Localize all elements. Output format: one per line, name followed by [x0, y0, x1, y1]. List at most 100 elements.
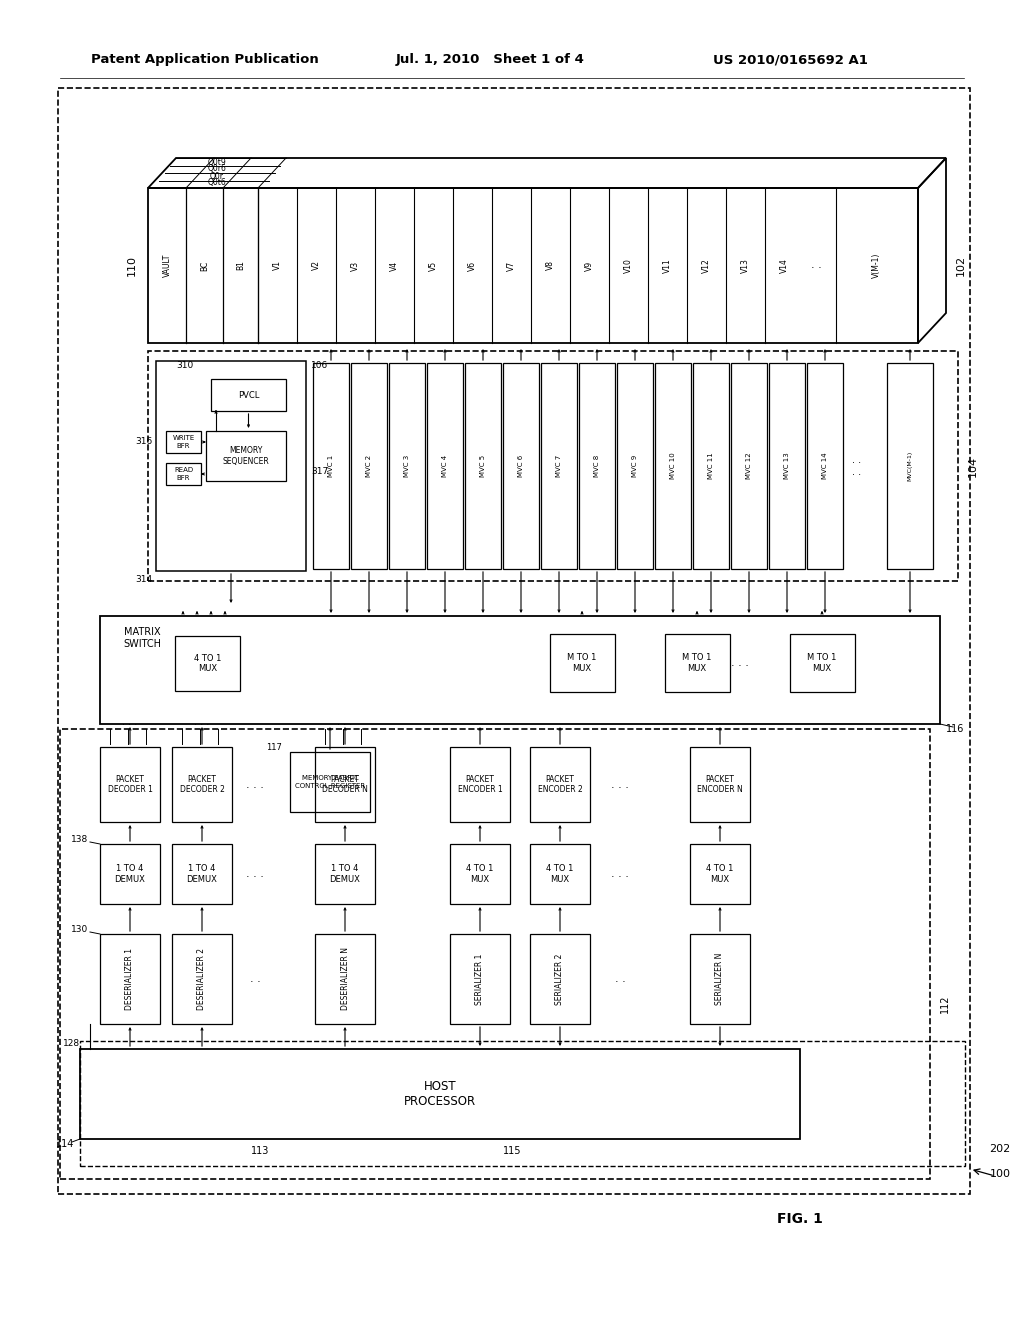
Text: 138: 138 — [71, 836, 88, 845]
Bar — [450, 747, 510, 822]
Text: Q0r6: Q0r6 — [208, 165, 226, 173]
Text: 104: 104 — [968, 455, 978, 477]
Text: 114: 114 — [56, 1139, 74, 1148]
Text: US 2010/0165692 A1: US 2010/0165692 A1 — [713, 54, 867, 66]
Text: PACKET
ENCODER 2: PACKET ENCODER 2 — [538, 775, 583, 795]
Bar — [206, 432, 286, 480]
Text: MVC 11: MVC 11 — [708, 453, 714, 479]
Text: V5: V5 — [429, 260, 438, 271]
Text: MATRIX
SWITCH: MATRIX SWITCH — [123, 627, 161, 649]
Bar — [530, 843, 590, 904]
Text: Patent Application Publication: Patent Application Publication — [91, 54, 318, 66]
Text: MVC 2: MVC 2 — [366, 455, 372, 477]
Text: 4 TO 1
MUX: 4 TO 1 MUX — [547, 865, 573, 883]
Text: V9: V9 — [586, 260, 594, 271]
Bar — [175, 636, 240, 690]
Text: 1 TO 4
DEMUX: 1 TO 4 DEMUX — [115, 865, 145, 883]
Text: . . .: . . . — [246, 869, 264, 879]
Text: PVCL: PVCL — [238, 391, 259, 400]
Text: . .
. .: . . . . — [852, 455, 861, 477]
Text: FIG. 1: FIG. 1 — [777, 1212, 823, 1226]
Text: 4 TO 1
MUX: 4 TO 1 MUX — [707, 865, 733, 883]
Text: MVC 8: MVC 8 — [594, 455, 600, 477]
Bar — [60, 729, 930, 1179]
Bar — [690, 935, 750, 1024]
Bar — [80, 1049, 800, 1139]
Bar — [315, 935, 375, 1024]
Bar — [503, 363, 539, 569]
Text: V10: V10 — [625, 259, 633, 273]
Text: MVC(M-1): MVC(M-1) — [907, 451, 912, 480]
Bar — [769, 363, 805, 569]
Text: PACKET
ENCODER 1: PACKET ENCODER 1 — [458, 775, 503, 795]
Text: V12: V12 — [702, 259, 712, 273]
Bar — [530, 747, 590, 822]
Text: 102: 102 — [956, 255, 966, 276]
Text: V6: V6 — [468, 260, 477, 271]
Text: V13: V13 — [741, 259, 751, 273]
Text: MEMORY FABRIC
CONTROL REGISTER: MEMORY FABRIC CONTROL REGISTER — [295, 776, 366, 788]
Bar — [690, 747, 750, 822]
Text: 316: 316 — [135, 437, 153, 446]
Text: M TO 1
MUX: M TO 1 MUX — [682, 653, 712, 673]
Text: . .: . . — [250, 974, 260, 983]
Text: V7: V7 — [507, 260, 516, 271]
Bar — [100, 616, 940, 723]
Text: PACKET
DECODER 1: PACKET DECODER 1 — [108, 775, 153, 795]
Text: 113: 113 — [251, 1146, 269, 1156]
Text: 112: 112 — [940, 995, 950, 1014]
Text: 314: 314 — [135, 574, 153, 583]
Bar — [427, 363, 463, 569]
Text: . . .: . . . — [246, 780, 264, 789]
Bar — [351, 363, 387, 569]
Text: 4 TO 1
MUX: 4 TO 1 MUX — [194, 653, 221, 673]
Text: WRITE
BFR: WRITE BFR — [172, 436, 195, 449]
Bar — [887, 363, 933, 569]
Text: SERIALIZER 2: SERIALIZER 2 — [555, 953, 564, 1005]
Bar — [465, 363, 501, 569]
Text: DESERIALIZER 2: DESERIALIZER 2 — [198, 948, 207, 1010]
Text: MVC 6: MVC 6 — [518, 455, 524, 477]
Bar — [80, 1041, 965, 1166]
Bar — [731, 363, 767, 569]
Text: PACKET
DECODER 2: PACKET DECODER 2 — [179, 775, 224, 795]
Text: V11: V11 — [664, 259, 673, 273]
Bar — [617, 363, 653, 569]
Text: SERIALIZER N: SERIALIZER N — [716, 953, 725, 1006]
Bar — [665, 634, 730, 692]
Text: Q0t6: Q0t6 — [208, 178, 226, 187]
Bar — [148, 187, 918, 343]
Text: M TO 1
MUX: M TO 1 MUX — [567, 653, 597, 673]
Text: 4 TO 1
MUX: 4 TO 1 MUX — [466, 865, 494, 883]
Text: HOST
PROCESSOR: HOST PROCESSOR — [403, 1080, 476, 1107]
Text: Jul. 1, 2010   Sheet 1 of 4: Jul. 1, 2010 Sheet 1 of 4 — [395, 54, 585, 66]
Text: MVC 14: MVC 14 — [822, 453, 828, 479]
Text: 202: 202 — [989, 1144, 1011, 1154]
Bar — [166, 432, 201, 453]
Text: SERIALIZER 1: SERIALIZER 1 — [475, 953, 484, 1005]
Text: 128: 128 — [63, 1040, 81, 1048]
Text: 100: 100 — [989, 1170, 1011, 1179]
Bar — [389, 363, 425, 569]
Bar — [450, 843, 510, 904]
Text: 106: 106 — [311, 362, 329, 371]
Bar — [693, 363, 729, 569]
Text: B1: B1 — [237, 260, 246, 271]
Text: MVC 13: MVC 13 — [784, 453, 790, 479]
Text: BC: BC — [201, 260, 210, 271]
Text: V1: V1 — [273, 260, 282, 271]
Text: READ
BFR: READ BFR — [174, 467, 194, 480]
Text: MVC 7: MVC 7 — [556, 455, 562, 477]
Text: . . .: . . . — [611, 869, 629, 879]
Text: 1 TO 4
DEMUX: 1 TO 4 DEMUX — [186, 865, 217, 883]
Text: V8: V8 — [546, 260, 555, 271]
Bar — [579, 363, 615, 569]
Bar — [313, 363, 349, 569]
Text: 1 TO 4
DEMUX: 1 TO 4 DEMUX — [330, 865, 360, 883]
Bar — [166, 463, 201, 484]
Bar — [58, 88, 970, 1195]
Text: 115: 115 — [503, 1146, 521, 1156]
Text: Q0r: Q0r — [210, 172, 224, 181]
Text: V3: V3 — [351, 260, 360, 271]
Text: 317: 317 — [311, 466, 329, 475]
